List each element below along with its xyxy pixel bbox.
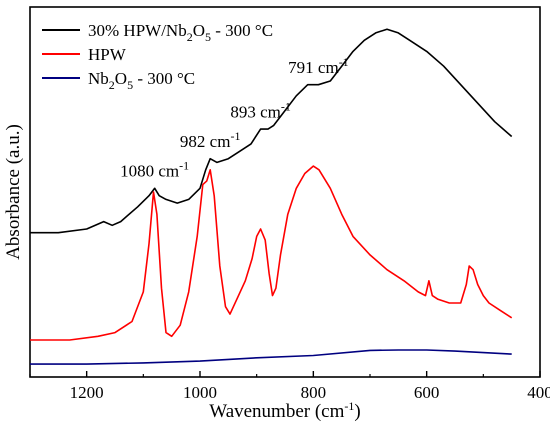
x-tick-label: 600: [414, 383, 440, 402]
x-tick-label: 800: [301, 383, 327, 402]
x-tick-label: 400: [527, 383, 550, 402]
plot-frame: [29, 6, 541, 378]
x-tick-label: 1000: [183, 383, 217, 402]
series-line-2: [30, 349, 512, 365]
series-line-0: [30, 28, 513, 234]
legend-label: 30% HPW/Nb2O5 - 300 °C: [88, 21, 273, 44]
legend-label: HPW: [88, 45, 127, 64]
series-layer: [30, 28, 513, 365]
legend-label: Nb2O5 - 300 °C: [88, 69, 195, 92]
peak-annotation: 893 cm-1: [230, 99, 291, 121]
peak-annotation: 982 cm-1: [180, 129, 241, 151]
peak-annotation: 1080 cm-1: [120, 159, 189, 181]
x-axis-ticks: 1200 1000 800 600 400: [29, 371, 550, 402]
x-tick-label: 1200: [70, 383, 104, 402]
series-line-1: [30, 165, 513, 341]
y-axis-title: Absorbance (a.u.): [3, 124, 24, 260]
x-axis-title: Wavenumber (cm-1): [209, 399, 360, 422]
annotations: 1080 cm-1 982 cm-1 893 cm-1 791 cm-1: [120, 55, 349, 181]
peak-annotation: 791 cm-1: [288, 55, 349, 77]
